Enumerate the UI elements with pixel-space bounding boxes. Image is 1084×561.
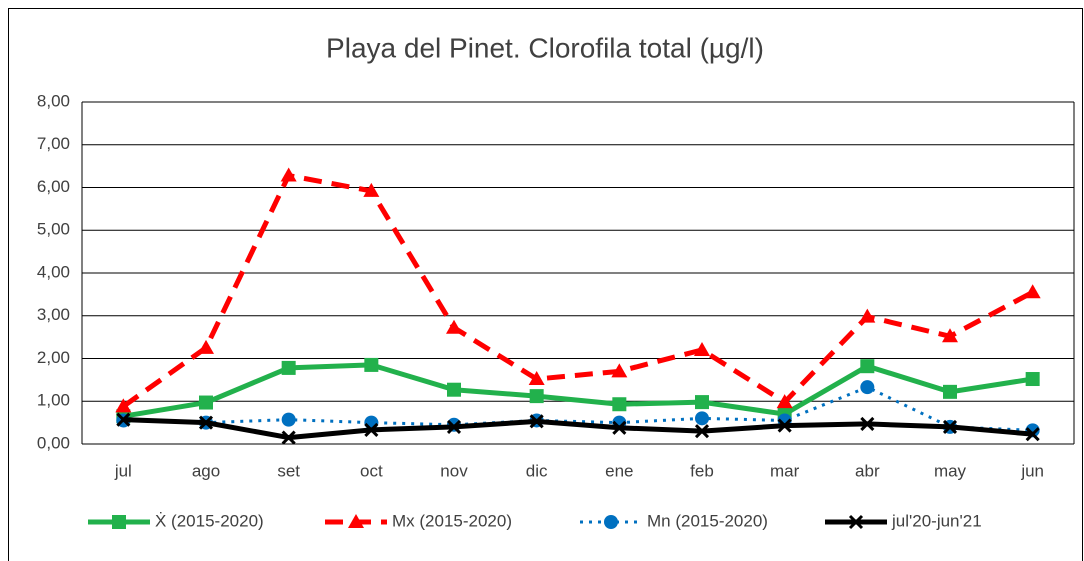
y-tick-label: 5,00 xyxy=(37,220,70,239)
y-tick-label: 0,00 xyxy=(37,433,70,452)
legend-label: Mx (2015-2020) xyxy=(392,511,512,530)
marker xyxy=(112,515,126,529)
marker xyxy=(1024,284,1041,299)
x-tick-label: jun xyxy=(1020,461,1044,480)
marker xyxy=(848,514,864,530)
series-line xyxy=(121,173,1034,409)
marker xyxy=(860,416,875,431)
x-tick-label: abr xyxy=(855,461,880,480)
y-tick-label: 6,00 xyxy=(37,177,70,196)
y-tick-label: 3,00 xyxy=(37,305,70,324)
marker xyxy=(446,419,462,434)
marker xyxy=(859,308,876,323)
marker xyxy=(528,371,545,386)
series-line xyxy=(122,362,1034,419)
x-tick-label: feb xyxy=(690,461,714,480)
y-tick-label: 8,00 xyxy=(37,91,70,110)
y-tick-label: 1,00 xyxy=(37,391,70,410)
x-tick-label: mar xyxy=(770,461,800,480)
marker xyxy=(604,515,618,529)
marker xyxy=(611,363,628,378)
marker xyxy=(1025,427,1040,442)
marker xyxy=(363,182,380,197)
legend-label: Ẋ (2015-2020) xyxy=(155,511,264,530)
marker xyxy=(281,360,296,375)
marker xyxy=(280,167,297,182)
marker xyxy=(348,514,364,528)
chart-border xyxy=(8,8,1083,561)
marker xyxy=(115,398,132,413)
marker xyxy=(198,339,214,354)
chart-title: Playa del Pinet. Clorofila total (µg/l) xyxy=(326,32,764,63)
y-tick-label: 2,00 xyxy=(37,348,70,367)
marker xyxy=(198,415,214,430)
marker xyxy=(777,418,792,433)
marker xyxy=(694,424,710,439)
series-line xyxy=(123,385,1033,432)
marker xyxy=(942,328,958,343)
x-tick-label: set xyxy=(277,461,300,480)
x-tick-label: oct xyxy=(360,461,383,480)
y-tick-label: 7,00 xyxy=(37,134,70,153)
marker xyxy=(446,319,462,334)
x-tick-label: may xyxy=(934,461,967,480)
marker xyxy=(776,394,793,409)
legend-label: jul'20-jun'21 xyxy=(891,511,982,530)
marker xyxy=(116,412,131,427)
x-tick-label: jul xyxy=(114,461,132,480)
x-tick-label: nov xyxy=(440,461,468,480)
marker xyxy=(364,422,379,437)
x-tick-label: dic xyxy=(526,461,548,480)
marker xyxy=(281,412,296,427)
x-tick-label: ago xyxy=(192,461,220,480)
marker xyxy=(281,430,296,445)
marker xyxy=(942,419,958,434)
marker xyxy=(199,395,213,410)
marker xyxy=(529,414,544,429)
marker xyxy=(695,411,709,426)
marker xyxy=(860,359,875,374)
series-line xyxy=(123,417,1033,441)
marker xyxy=(695,395,709,410)
legend-label: Mn (2015-2020) xyxy=(647,511,768,530)
marker xyxy=(612,397,627,412)
marker xyxy=(612,420,627,435)
marker xyxy=(529,389,544,404)
marker xyxy=(1025,372,1040,387)
marker xyxy=(364,357,379,372)
x-tick-label: ene xyxy=(605,461,633,480)
marker xyxy=(447,382,461,397)
marker xyxy=(860,380,875,395)
marker xyxy=(694,341,710,356)
marker xyxy=(943,384,957,399)
y-tick-label: 4,00 xyxy=(37,262,70,281)
